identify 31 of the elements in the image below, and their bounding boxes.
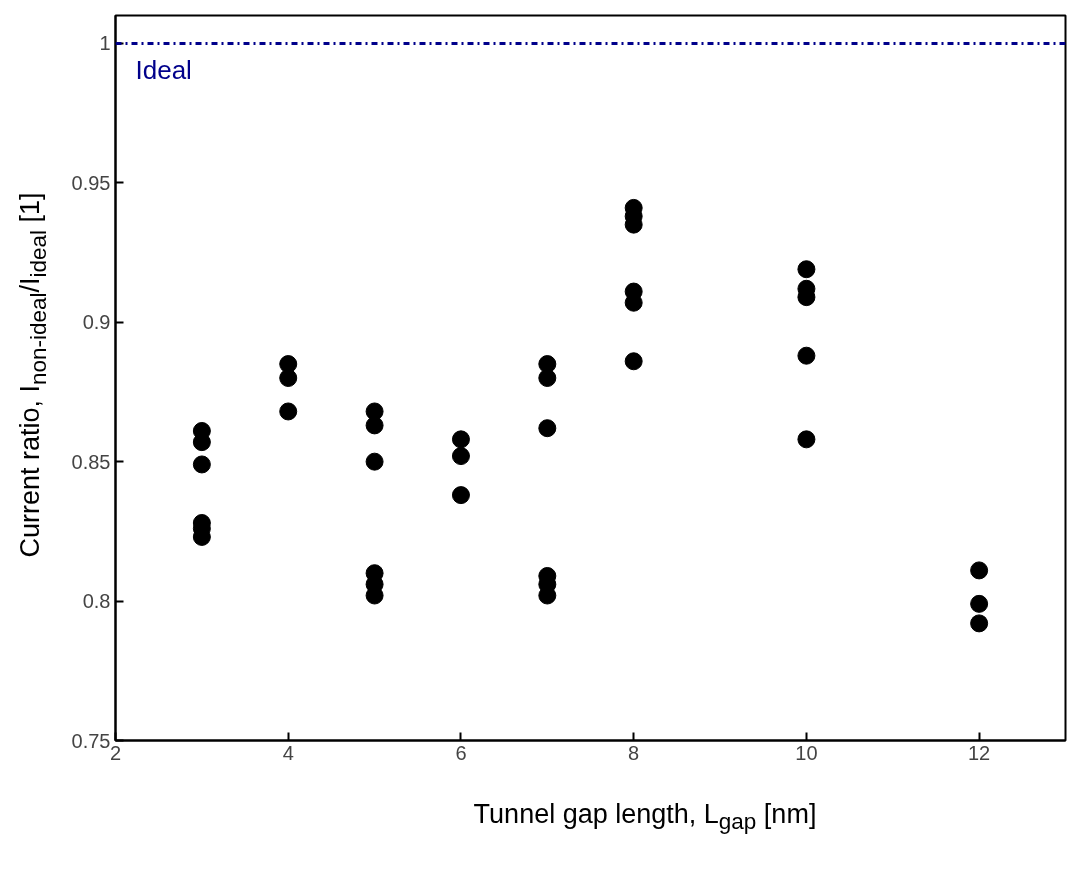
y-tick-label: 1 [99,32,111,55]
x-tick-label: 12 [968,741,991,764]
point [451,447,470,466]
point [538,419,557,438]
x-tick-label: 2 [109,741,122,764]
xlabel: Tunnel gap length, L$_{gap}$ [nm] [473,798,817,837]
y-tick-label: 0.75 [71,729,111,752]
x-tick-label: 8 [628,741,640,764]
point [279,369,298,387]
y-tick-label: 0.9 [82,311,111,334]
y-tick-label: 0.85 [71,450,111,473]
point [365,416,384,435]
point [451,486,470,505]
y-tick-label: 0.8 [82,590,111,613]
x-tick-label: 6 [455,741,467,764]
point [797,346,816,365]
point [538,369,557,387]
point [970,561,989,580]
point [797,430,816,449]
point [970,594,989,613]
point [797,260,816,279]
ref-line-label: Ideal [135,55,192,86]
point [192,455,211,474]
point [279,402,298,421]
point [451,430,470,449]
x-tick-label: 4 [282,741,294,764]
y-tick-label: 0.95 [71,171,111,194]
point [365,452,384,471]
point [970,614,989,633]
point [624,352,643,371]
x-tick-label: 10 [795,741,818,764]
